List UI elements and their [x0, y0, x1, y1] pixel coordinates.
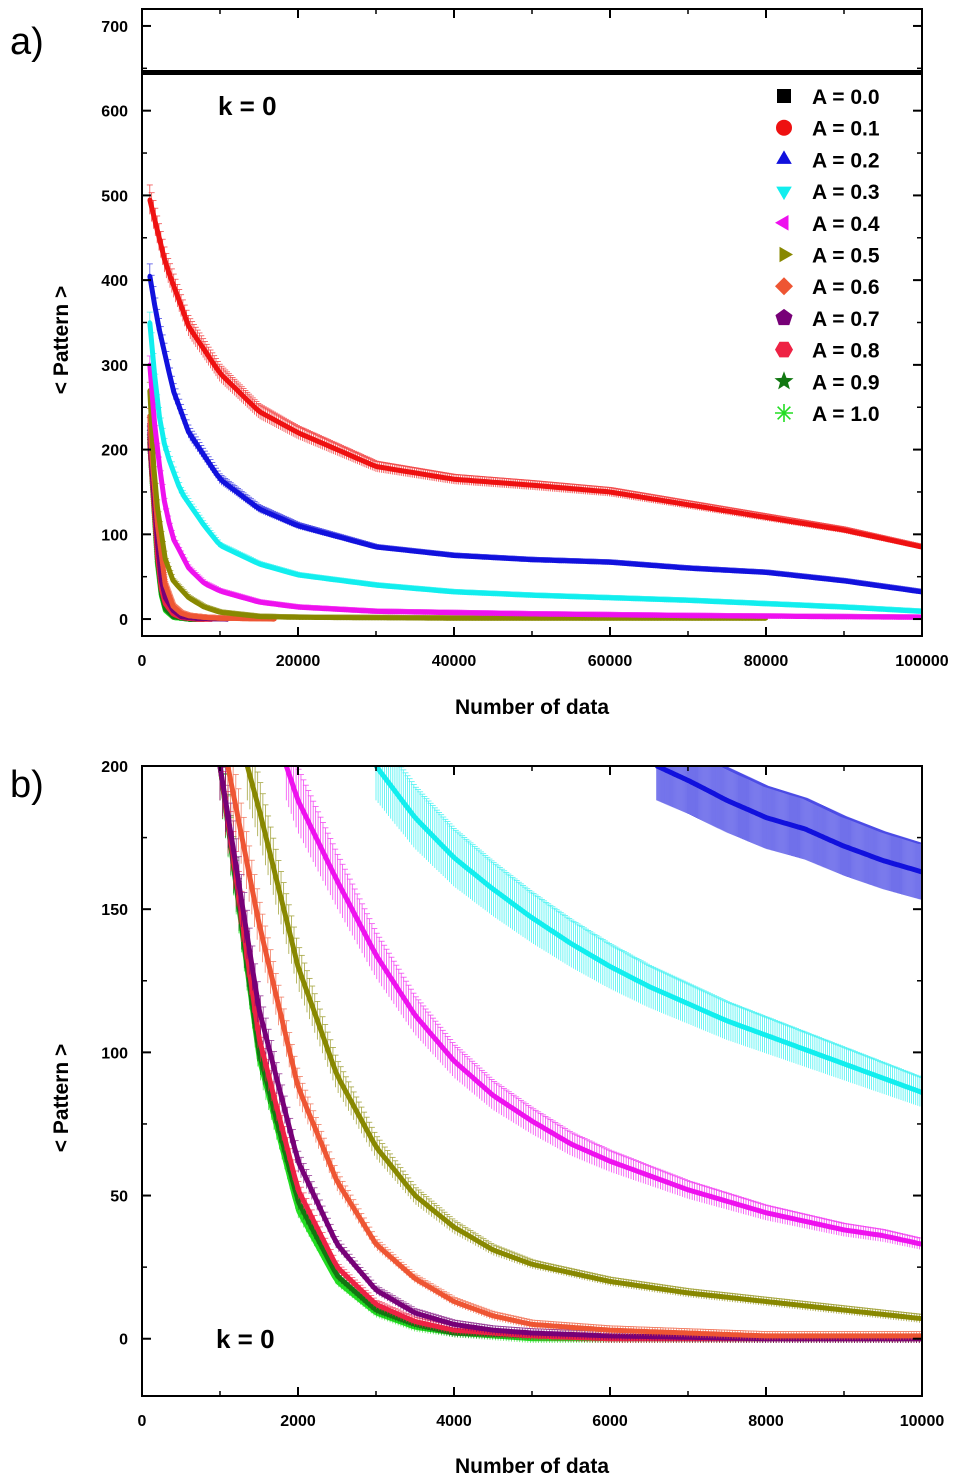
- panel-a-point-a-0-6: [202, 615, 207, 620]
- panel-a-point-a-0-6: [171, 604, 176, 609]
- panel-a-point-a-0-6: [178, 610, 184, 616]
- panel-a-point-a-0-6: [163, 582, 168, 588]
- panel-a-line-a-0-6: [147, 415, 277, 622]
- panel-a-point-a-0-6: [217, 616, 223, 621]
- panel-a: a) 0 20000 40000 60000 80000 1000000100200300…: [10, 8, 949, 719]
- panel-a-series: [142, 70, 922, 622]
- panel-a-letter: a): [10, 21, 44, 63]
- panel-a-point-a-0-7: [163, 595, 168, 601]
- panel-a-point-a-0-6: [186, 613, 191, 618]
